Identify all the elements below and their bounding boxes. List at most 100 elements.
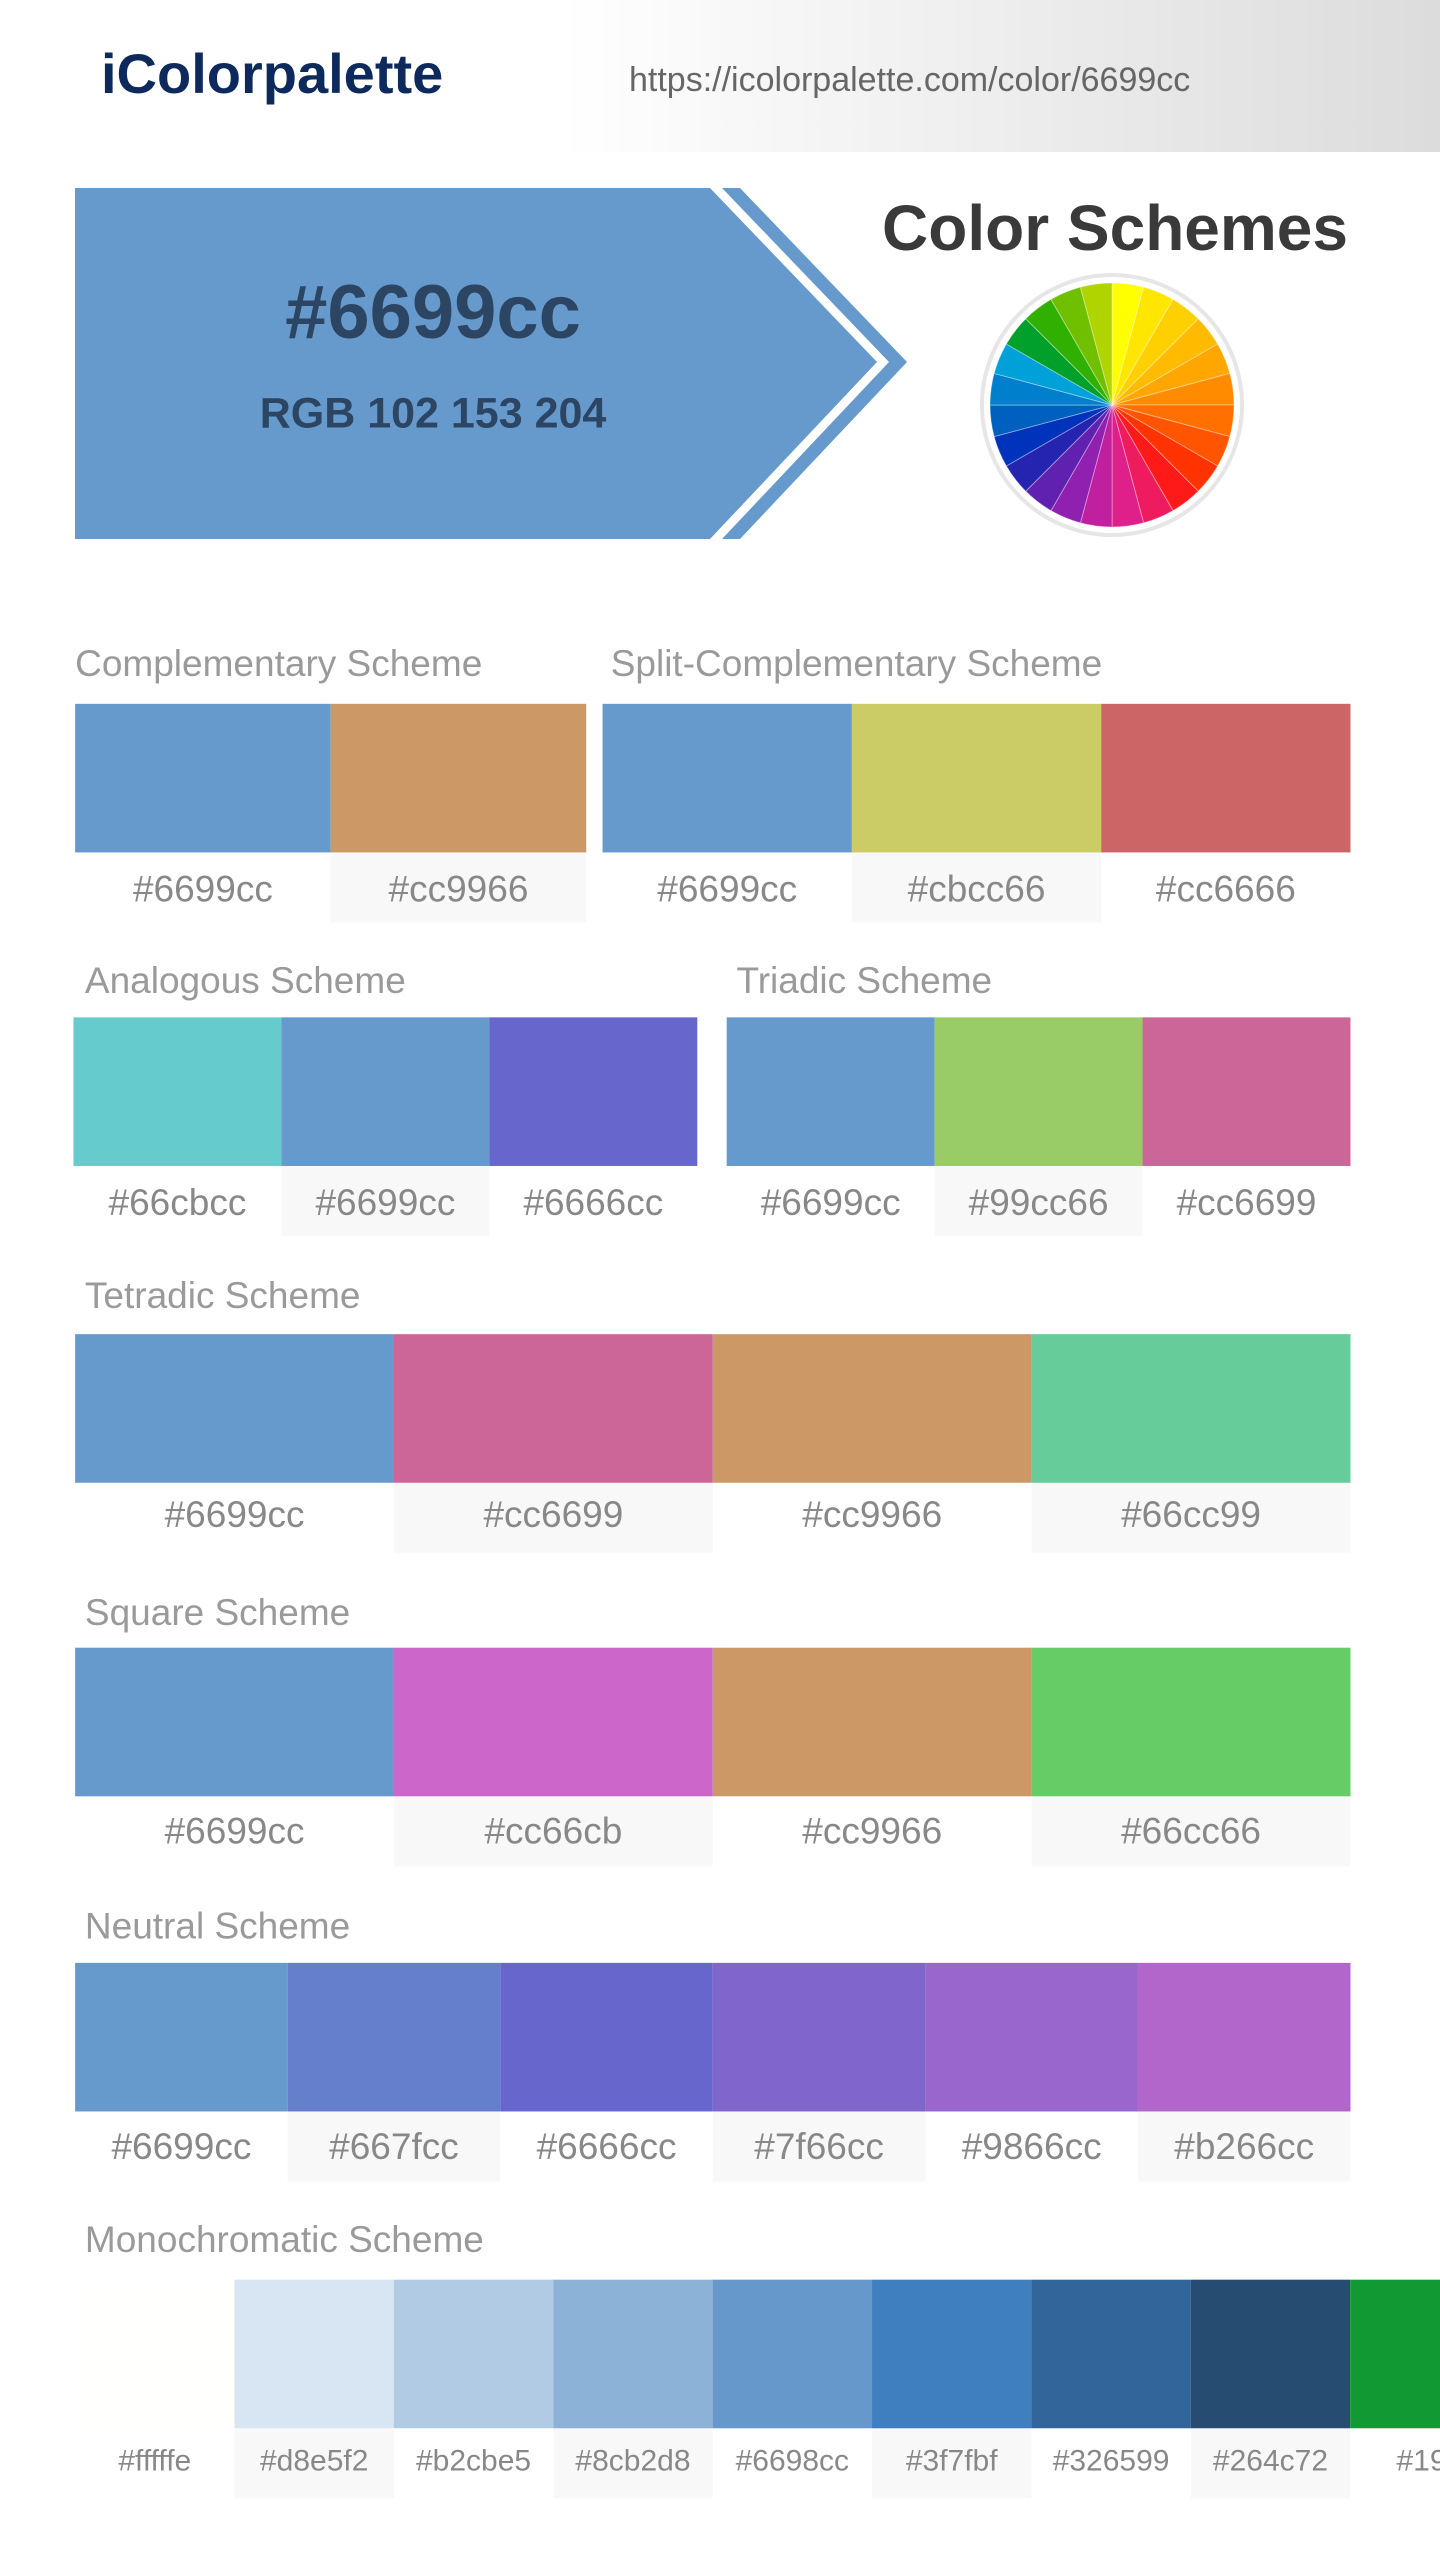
label-bg xyxy=(872,2428,1032,2499)
swatch[interactable] xyxy=(75,1962,288,2112)
color-label: #326599 xyxy=(1053,2444,1170,2477)
label-bg xyxy=(1031,1482,1351,1553)
swatch[interactable] xyxy=(712,1647,1032,1797)
color-wheel xyxy=(980,273,1244,537)
swatch[interactable] xyxy=(602,703,852,853)
hero-rgb: RGB 102 153 204 xyxy=(260,389,607,437)
color-label: #6699cc xyxy=(165,1811,305,1852)
swatch[interactable] xyxy=(1350,2279,1440,2429)
wheel-segment xyxy=(1025,298,1113,406)
swatch[interactable] xyxy=(712,1334,1032,1483)
wheel-segment xyxy=(1050,404,1113,524)
swatch[interactable] xyxy=(1137,1962,1351,2112)
color-label: #6698cc xyxy=(736,2444,849,2477)
color-label: #193 xyxy=(1396,2444,1440,2477)
color-label: #6699cc xyxy=(165,1494,305,1535)
scheme-title: Analogous Scheme xyxy=(85,960,406,1001)
label-bg xyxy=(281,1165,490,1236)
color-label: #cc9966 xyxy=(802,1811,942,1852)
swatch[interactable] xyxy=(1031,1647,1351,1797)
swatch[interactable] xyxy=(393,2279,554,2429)
swatch[interactable] xyxy=(934,1017,1143,1166)
label-bg xyxy=(553,2428,713,2499)
swatch[interactable] xyxy=(330,703,587,853)
color-label: #7f66cc xyxy=(754,2126,884,2167)
label-bg xyxy=(393,1796,713,1867)
label-bg xyxy=(234,2428,394,2499)
scheme-title: Complementary Scheme xyxy=(75,643,482,684)
swatch[interactable] xyxy=(1190,2279,1351,2429)
color-label: #cbcc66 xyxy=(908,868,1046,909)
swatch[interactable] xyxy=(872,2279,1032,2429)
color-label: #66cc66 xyxy=(1121,1811,1261,1852)
swatch[interactable] xyxy=(75,2279,235,2429)
swatch[interactable] xyxy=(553,2279,713,2429)
color-label: #6699cc xyxy=(761,1182,901,1223)
color-label: #d8e5f2 xyxy=(260,2444,368,2477)
color-label: #9866cc xyxy=(962,2126,1102,2167)
color-label: #8cb2d8 xyxy=(575,2444,690,2477)
swatch[interactable] xyxy=(1142,1017,1351,1166)
swatch[interactable] xyxy=(234,2279,394,2429)
color-label: #cc9966 xyxy=(389,868,529,909)
color-label: #99cc66 xyxy=(969,1182,1109,1223)
color-label: #3f7fbf xyxy=(906,2444,998,2477)
wheel-segment xyxy=(989,404,1113,438)
swatch[interactable] xyxy=(726,1017,935,1166)
swatch[interactable] xyxy=(281,1017,490,1166)
swatch[interactable] xyxy=(851,703,1102,853)
scheme-title: Triadic Scheme xyxy=(736,960,992,1001)
swatch[interactable] xyxy=(75,703,331,853)
logo[interactable]: iColorpalette xyxy=(101,42,443,105)
swatch[interactable] xyxy=(1031,1334,1351,1483)
wheel-segment xyxy=(1111,372,1235,406)
swatch[interactable] xyxy=(393,1334,713,1483)
color-label: #264c72 xyxy=(1213,2444,1328,2477)
label-bg xyxy=(287,2111,501,2182)
wheel-segment xyxy=(1111,404,1231,467)
wheel-segment xyxy=(1050,286,1113,406)
url[interactable]: https://icolorpalette.com/color/6699cc xyxy=(629,61,1190,99)
scheme-title: Monochromatic Scheme xyxy=(85,2219,484,2260)
color-label: #667fcc xyxy=(329,2126,459,2167)
scheme-title: Split-Complementary Scheme xyxy=(611,643,1102,684)
label-bg xyxy=(1031,1796,1351,1867)
color-label: #6666cc xyxy=(537,2126,677,2167)
wheel-segment xyxy=(1005,318,1113,406)
swatch[interactable] xyxy=(393,1647,713,1797)
color-label: #b266cc xyxy=(1174,2126,1314,2167)
swatch[interactable] xyxy=(1031,2279,1191,2429)
section-title: Color Schemes xyxy=(882,192,1348,264)
wheel-segment xyxy=(1111,404,1199,512)
wheel-segment xyxy=(993,343,1113,406)
label-bg xyxy=(851,852,1102,923)
swatch[interactable] xyxy=(925,1962,1138,2112)
hero-banner xyxy=(75,188,877,539)
wheel-segment xyxy=(1111,404,1145,528)
swatch[interactable] xyxy=(287,1962,501,2112)
swatch[interactable] xyxy=(75,1647,394,1797)
color-label: #cc66cb xyxy=(484,1811,622,1852)
color-label: #6699cc xyxy=(657,868,797,909)
color-label: #6666cc xyxy=(523,1182,663,1223)
swatch[interactable] xyxy=(712,2279,873,2429)
swatch[interactable] xyxy=(1101,703,1351,853)
wheel-segment xyxy=(1111,298,1199,406)
label-bg xyxy=(330,852,587,923)
wheel-segment xyxy=(1111,318,1219,406)
color-label: #cc6666 xyxy=(1156,868,1296,909)
label-bg xyxy=(1190,2428,1351,2499)
swatch[interactable] xyxy=(500,1962,713,2112)
color-label: #cc9966 xyxy=(802,1494,942,1535)
swatch[interactable] xyxy=(73,1017,282,1166)
swatch[interactable] xyxy=(489,1017,698,1166)
scheme-title: Square Scheme xyxy=(85,1592,350,1633)
color-label: #66cc99 xyxy=(1121,1494,1261,1535)
swatch[interactable] xyxy=(712,1962,926,2112)
wheel-segment xyxy=(1111,404,1235,438)
color-label: #cc6699 xyxy=(1177,1182,1317,1223)
swatch[interactable] xyxy=(75,1334,394,1483)
scheme-title: Neutral Scheme xyxy=(85,1905,350,1946)
